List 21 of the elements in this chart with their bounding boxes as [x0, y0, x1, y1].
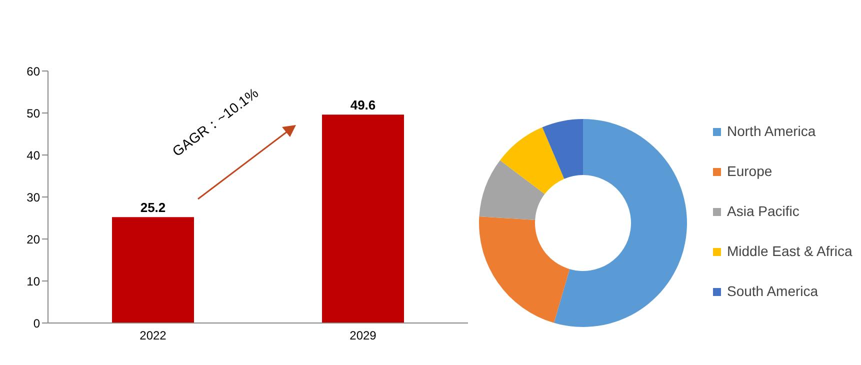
data-label: 49.6 — [350, 98, 376, 113]
y-tick-label: 40 — [26, 148, 40, 162]
legend-label: Asia Pacific — [727, 203, 800, 219]
y-tick-label: 10 — [26, 274, 40, 288]
x-tick-label: 2022 — [140, 328, 167, 343]
y-tick-label: 30 — [26, 190, 40, 204]
donut-slice — [500, 127, 564, 194]
y-tick-label: 20 — [26, 232, 40, 246]
legend-label: South America — [727, 283, 818, 299]
y-tick-label: 50 — [26, 106, 40, 120]
donut-slice — [479, 216, 570, 323]
legend-label: Europe — [727, 163, 772, 179]
donut-slice — [554, 119, 687, 327]
donut-slice — [479, 160, 545, 220]
y-tick-label: 60 — [26, 64, 40, 78]
legend-label: Middle East & Africa — [727, 243, 852, 259]
x-tick-label: 2029 — [350, 328, 377, 343]
y-tick-label: 0 — [33, 316, 40, 330]
data-label: 25.2 — [140, 200, 166, 216]
legend-label: North America — [727, 123, 816, 139]
donut-slice — [542, 119, 583, 179]
